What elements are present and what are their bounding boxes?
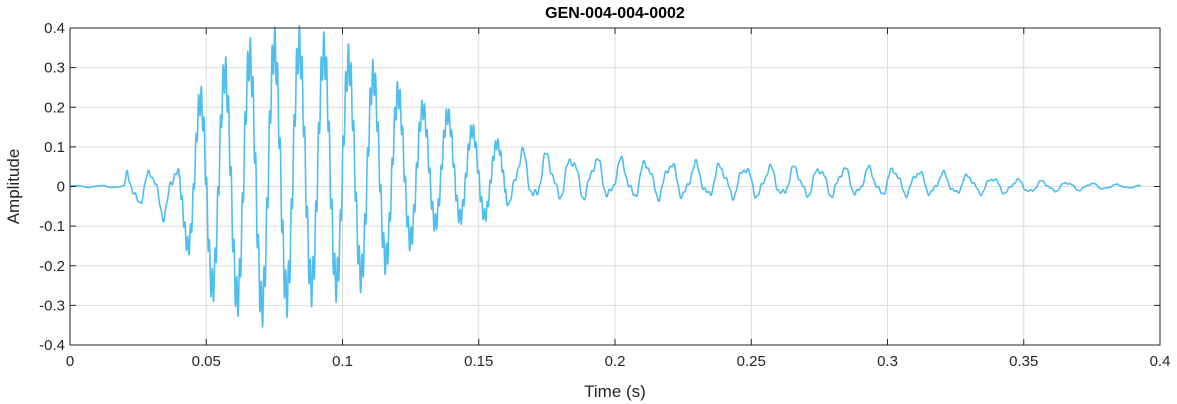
y-tick-label: 0: [57, 179, 65, 196]
x-tick-label: 0.4: [1150, 353, 1171, 370]
y-tick-label: -0.2: [39, 258, 65, 275]
x-tick-label: 0.2: [605, 353, 626, 370]
y-tick-label: 0.3: [44, 60, 65, 77]
waveform-line: [69, 25, 1142, 328]
y-axis-title: Amplitude: [4, 149, 23, 225]
y-tick-label: -0.3: [39, 297, 65, 314]
x-tick-label: 0.05: [192, 353, 221, 370]
y-tick-label: 0.2: [44, 99, 65, 116]
x-axis: 0 0.05 0.1 0.15 0.2 0.25 0.3 0.35 0.4: [66, 28, 1171, 370]
y-tick-label: 0.4: [44, 20, 65, 37]
x-axis-title: Time (s): [584, 382, 646, 401]
x-tick-label: 0.3: [877, 353, 898, 370]
grid: [69, 27, 1161, 346]
y-tick-label: -0.4: [39, 337, 65, 354]
y-tick-label: 0.1: [44, 139, 65, 156]
y-tick-label: -0.1: [39, 218, 65, 235]
x-tick-label: 0.1: [332, 353, 353, 370]
y-axis: -0.4 -0.3 -0.2 -0.1 0 0.1 0.2 0.3 0.4: [39, 20, 1160, 354]
chart-title: GEN-004-004-0002: [545, 5, 685, 22]
waveform-series: [69, 25, 1142, 328]
x-tick-label: 0: [66, 353, 74, 370]
x-tick-label: 0.15: [464, 353, 493, 370]
x-tick-label: 0.25: [737, 353, 766, 370]
x-tick-label: 0.35: [1009, 353, 1038, 370]
